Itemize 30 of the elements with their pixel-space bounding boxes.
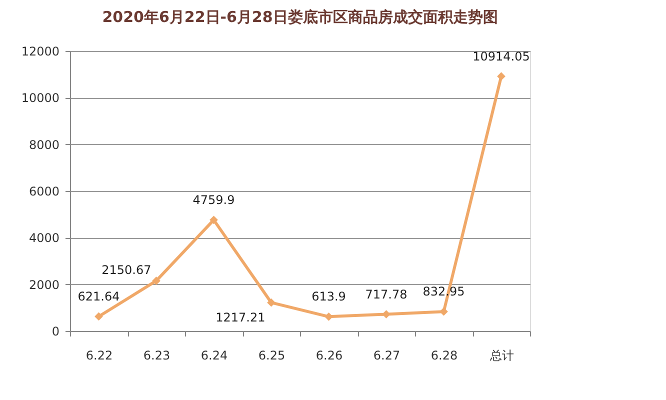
data-label: 621.64 [78, 289, 120, 304]
x-tick-label: 总计 [488, 348, 514, 362]
x-tick-label: 6.25 [258, 348, 286, 362]
y-tick-label: 6000 [28, 184, 60, 198]
y-tick-label: 8000 [28, 138, 60, 152]
point [152, 276, 160, 285]
y-tick-label: 10000 [21, 91, 60, 106]
data-label: 2150.67 [102, 262, 152, 277]
x-tick-label: 6.28 [430, 348, 458, 362]
point [210, 216, 218, 224]
x-tick-label: 6.22 [86, 348, 113, 362]
point [382, 310, 390, 318]
x-tick-label: 6.24 [200, 348, 228, 362]
chart-title: 2020年6月22日-6月28日娄底市区商品房成交面积走势图 [102, 8, 498, 26]
y-tick-label: 2000 [28, 278, 60, 292]
point [267, 298, 276, 307]
y-tick-label: 4000 [28, 231, 60, 246]
data-label: 717.78 [365, 287, 408, 302]
data-label: 4759.9 [192, 192, 235, 207]
x-tick-label: 6.26 [316, 348, 343, 362]
data-label: 1217.21 [216, 310, 266, 325]
y-tick-label: 0 [52, 324, 60, 338]
y-tick-label: 12000 [21, 44, 60, 58]
x-tick-label: 6.23 [143, 348, 170, 362]
point [440, 307, 448, 316]
data-label: 10914.05 [472, 49, 530, 64]
point [94, 312, 103, 321]
x-tick-label: 6.27 [373, 348, 400, 362]
data-label: 613.9 [312, 290, 346, 304]
point [497, 72, 506, 81]
